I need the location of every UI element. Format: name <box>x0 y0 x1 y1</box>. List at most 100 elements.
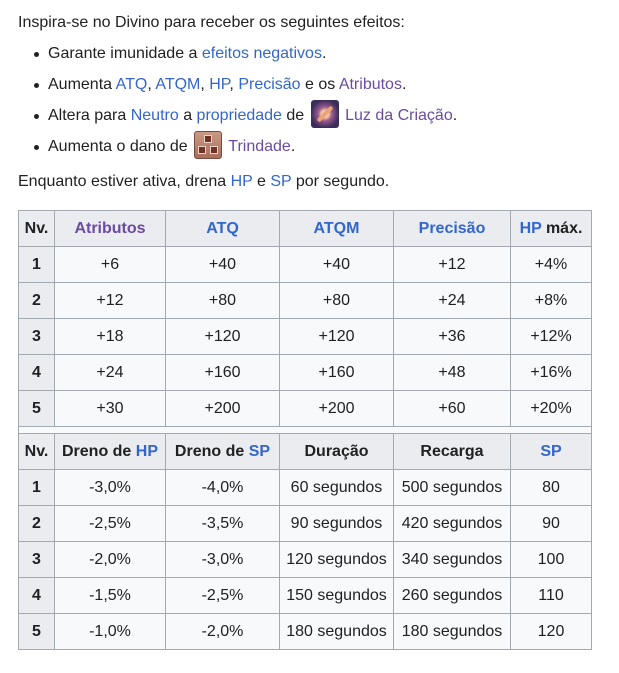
header-atq: ATQ <box>165 210 280 247</box>
table-row: 3 +18 +120 +120 +36 +12% <box>18 318 592 355</box>
effect-text: Altera para <box>48 107 131 124</box>
header-hp-max: HP máx. <box>510 210 592 247</box>
cell: +120 <box>165 318 280 355</box>
cell: -2,0% <box>165 613 280 650</box>
table-row: 3 -2,0% -3,0% 120 segundos 340 segundos 100 <box>18 541 592 578</box>
cell: -2,0% <box>54 541 166 578</box>
cell: +160 <box>165 354 280 391</box>
effect-text: Garante imunidade a <box>48 45 202 62</box>
effect-item-imunidade: Garante imunidade a efeitos negativos. <box>34 41 619 67</box>
luz-da-criacao-link[interactable]: Luz da Criação <box>345 107 453 124</box>
neutro-link[interactable]: Neutro <box>130 107 179 124</box>
cell: +12% <box>510 318 592 355</box>
drain-text-part: Enquanto estiver ativa, drena <box>18 173 231 190</box>
article-content: Inspira-se no Divino para receber os seg… <box>0 0 619 650</box>
drain-text: Enquanto estiver ativa, drena HP e SP po… <box>18 170 619 194</box>
cell: +18 <box>54 318 166 355</box>
hp-link[interactable]: HP <box>230 173 253 190</box>
effect-item-dano: Aumenta o dano de Trindade. <box>34 130 619 160</box>
skill-levels-table: Nv. Atributos ATQ ATQM Precisão HP máx. … <box>18 210 592 650</box>
cell: +12 <box>54 282 166 319</box>
table-row: 4 +24 +160 +160 +48 +16% <box>18 354 592 391</box>
effect-item-aumenta: Aumenta ATQ, ATQM, HP, Precisão e os Atr… <box>34 72 619 98</box>
header-sp: SP <box>510 433 592 470</box>
cell: +8% <box>510 282 592 319</box>
table-row: 1 +6 +40 +40 +12 +4% <box>18 246 592 283</box>
cell: +24 <box>54 354 166 391</box>
luz-da-criacao-skill-icon[interactable] <box>310 99 339 128</box>
level-cell: 3 <box>18 318 55 355</box>
cell: 260 segundos <box>393 577 511 614</box>
cell: +160 <box>279 354 394 391</box>
cell: +60 <box>393 390 511 427</box>
atq-header-link[interactable]: ATQ <box>206 219 239 237</box>
efeitos-negativos-link[interactable]: efeitos negativos <box>201 45 322 62</box>
sp-header-link[interactable]: SP <box>540 442 562 460</box>
effect-text: . <box>401 76 407 93</box>
cell: 500 segundos <box>393 469 511 506</box>
cell: 100 <box>510 541 592 578</box>
cell: +12 <box>393 246 511 283</box>
header-max-label: máx. <box>541 219 583 237</box>
level-cell: 5 <box>18 613 55 650</box>
cell: 80 <box>510 469 592 506</box>
drain-text-part: e <box>252 173 271 190</box>
cell: -2,5% <box>54 505 166 542</box>
trindade-link[interactable]: Trindade <box>228 138 291 155</box>
hp-header-link[interactable]: HP <box>519 219 542 237</box>
precisao-header-link[interactable]: Precisão <box>418 219 486 237</box>
cell: -1,0% <box>54 613 166 650</box>
hp-link[interactable]: HP <box>209 76 230 93</box>
cell: 180 segundos <box>279 613 394 650</box>
table-row: 5 +30 +200 +200 +60 +20% <box>18 390 592 427</box>
sp-header-link[interactable]: SP <box>248 442 271 460</box>
cell: -1,5% <box>54 577 166 614</box>
cell: +6 <box>54 246 166 283</box>
cell: 120 segundos <box>279 541 394 578</box>
header-dreno-sp: Dreno de SP <box>165 433 280 470</box>
level-cell: 5 <box>18 390 55 427</box>
table-header-row: Nv. Dreno de HP Dreno de SP Duração Reca… <box>18 433 592 470</box>
level-cell: 2 <box>18 282 55 319</box>
table-row: 2 +12 +80 +80 +24 +8% <box>18 282 592 319</box>
precisao-link[interactable]: Precisão <box>238 76 301 93</box>
table-row: 5 -1,0% -2,0% 180 segundos 180 segundos 120 <box>18 613 592 650</box>
intro-text: Inspira-se no Divino para receber os seg… <box>18 14 405 31</box>
table-header-row: Nv. Atributos ATQ ATQM Precisão HP máx. <box>18 210 592 247</box>
header-precisao: Precisão <box>393 210 511 247</box>
drain-text-part: por segundo. <box>291 173 390 190</box>
cell: +80 <box>279 282 394 319</box>
cell: +80 <box>165 282 280 319</box>
cell: +200 <box>165 390 280 427</box>
sp-link[interactable]: SP <box>270 173 292 190</box>
atqm-link[interactable]: ATQM <box>155 76 201 93</box>
cell: 420 segundos <box>393 505 511 542</box>
cell: 90 segundos <box>279 505 394 542</box>
atq-link[interactable]: ATQ <box>115 76 148 93</box>
level-cell: 2 <box>18 505 55 542</box>
header-duracao: Duração <box>279 433 394 470</box>
cell: -3,5% <box>165 505 280 542</box>
cell: +36 <box>393 318 511 355</box>
propriedade-link[interactable]: propriedade <box>196 107 282 124</box>
cell: +48 <box>393 354 511 391</box>
separator-cell <box>18 426 592 434</box>
cell: 60 segundos <box>279 469 394 506</box>
cell: -4,0% <box>165 469 280 506</box>
cell: +20% <box>510 390 592 427</box>
hp-header-link[interactable]: HP <box>135 442 159 460</box>
table-separator <box>18 426 592 434</box>
atributos-link[interactable]: Atributos <box>338 76 402 93</box>
effect-text: . <box>321 45 327 62</box>
effect-text: e os <box>300 76 339 93</box>
trindade-skill-icon[interactable] <box>194 130 223 159</box>
level-cell: 4 <box>18 354 55 391</box>
cell: 150 segundos <box>279 577 394 614</box>
effect-text: de <box>281 107 309 124</box>
table-row: 1 -3,0% -4,0% 60 segundos 500 segundos 80 <box>18 469 592 506</box>
separator: , <box>229 76 239 93</box>
header-atqm: ATQM <box>279 210 394 247</box>
atqm-header-link[interactable]: ATQM <box>313 219 360 237</box>
atributos-header-link[interactable]: Atributos <box>74 219 146 237</box>
effects-list: Garante imunidade a efeitos negativos. A… <box>18 41 619 160</box>
